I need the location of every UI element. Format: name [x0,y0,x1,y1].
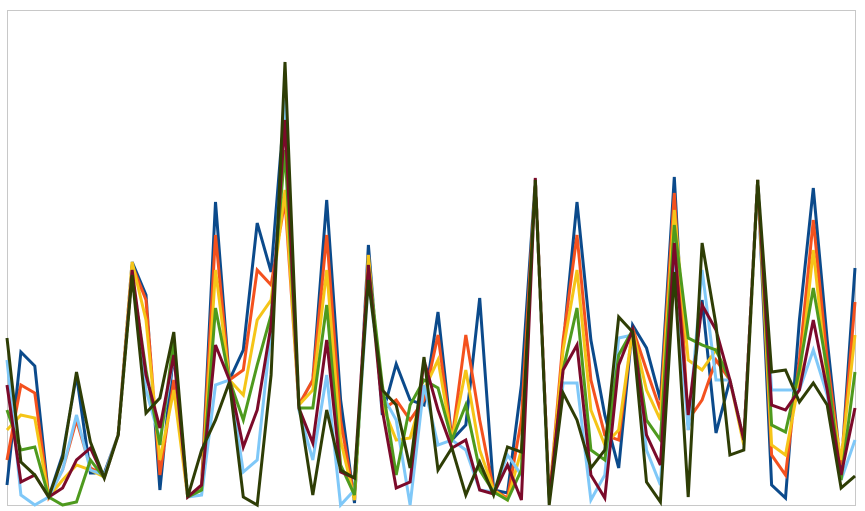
series-line [5,61,856,508]
series-line [5,119,857,503]
